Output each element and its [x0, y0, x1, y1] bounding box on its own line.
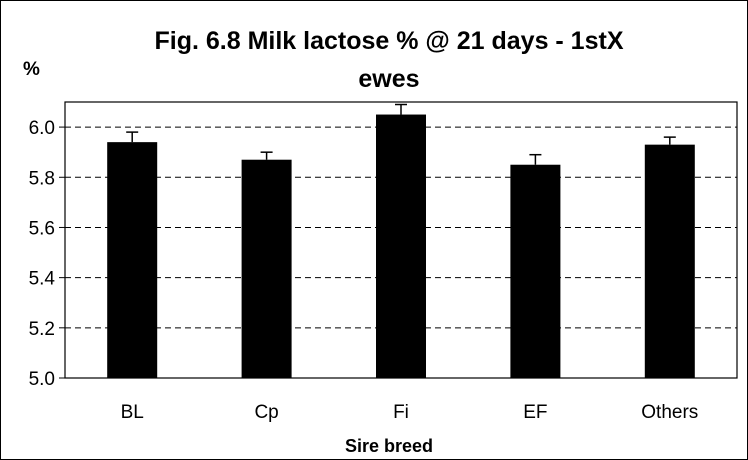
- y-tick-label: 5.8: [29, 168, 55, 189]
- x-axis-label: Sire breed: [345, 436, 433, 456]
- chart-title-line-1: Fig. 6.8 Milk lactose % @ 21 days - 1stX: [154, 27, 623, 55]
- y-tick-label: 5.2: [29, 319, 55, 340]
- plot-area: 5.0 5.2 5.4 5.6 5.8 6.0 BL Cp Fi EF Others: [29, 101, 738, 423]
- y-axis-unit-label: %: [23, 59, 40, 80]
- y-tick-label: 5.6: [29, 218, 55, 239]
- bar-bl: [107, 142, 158, 378]
- x-tick-label: EF: [523, 402, 547, 423]
- bar-cp: [241, 159, 292, 378]
- x-tick-label: BL: [121, 402, 144, 423]
- x-tick-label: Others: [641, 402, 698, 423]
- y-tick-label: 6.0: [29, 118, 55, 139]
- bar-ef: [510, 164, 561, 378]
- x-tick-label: Cp: [254, 402, 278, 423]
- bar-fi: [376, 114, 426, 378]
- bar-others: [644, 144, 695, 378]
- chart-title-line-2: ewes: [358, 65, 419, 93]
- x-tick-label: Fi: [393, 402, 409, 423]
- y-tick-label: 5.0: [29, 369, 55, 390]
- y-tick-label: 5.4: [29, 269, 56, 290]
